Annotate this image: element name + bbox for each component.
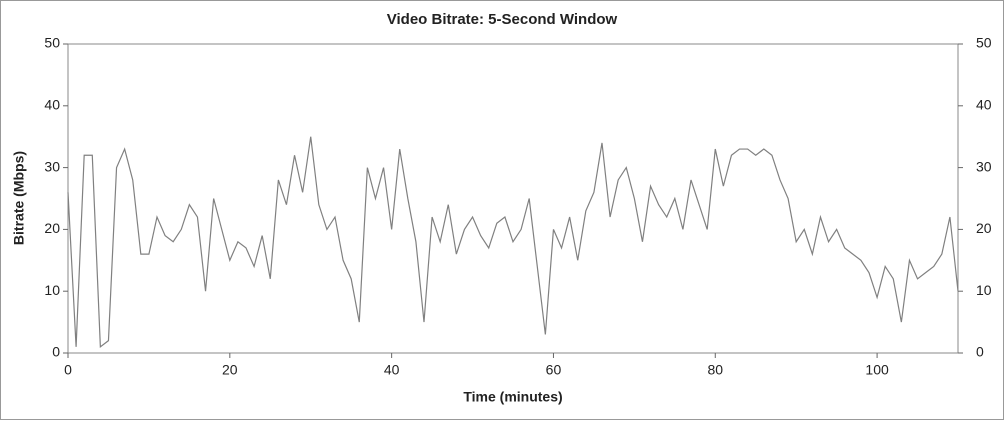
y-tick-label: 10 [44, 282, 60, 298]
chart-title: Video Bitrate: 5-Second Window [387, 11, 618, 28]
y-tick-label: 40 [44, 97, 60, 113]
y2-tick-label: 0 [976, 344, 984, 360]
y-tick-label: 20 [44, 220, 60, 236]
x-tick-label: 100 [865, 362, 889, 378]
y-tick-label: 30 [44, 158, 60, 174]
y2-tick-label: 40 [976, 97, 992, 113]
x-tick-label: 40 [384, 362, 400, 378]
data-line [67, 136, 959, 348]
y-axis-label: Bitrate (Mbps) [11, 151, 27, 245]
y-tick-label: 0 [52, 344, 60, 360]
y2-tick-label: 20 [976, 220, 992, 236]
x-tick-label: 80 [707, 362, 723, 378]
y2-tick-label: 50 [976, 35, 992, 51]
y-tick-label: 50 [44, 35, 60, 51]
x-tick-label: 0 [64, 362, 72, 378]
x-tick-label: 20 [222, 362, 238, 378]
x-axis-label: Time (minutes) [463, 389, 562, 405]
plot-area [67, 43, 959, 354]
x-tick-label: 60 [546, 362, 562, 378]
y2-tick-label: 30 [976, 158, 992, 174]
y2-tick-label: 10 [976, 282, 992, 298]
